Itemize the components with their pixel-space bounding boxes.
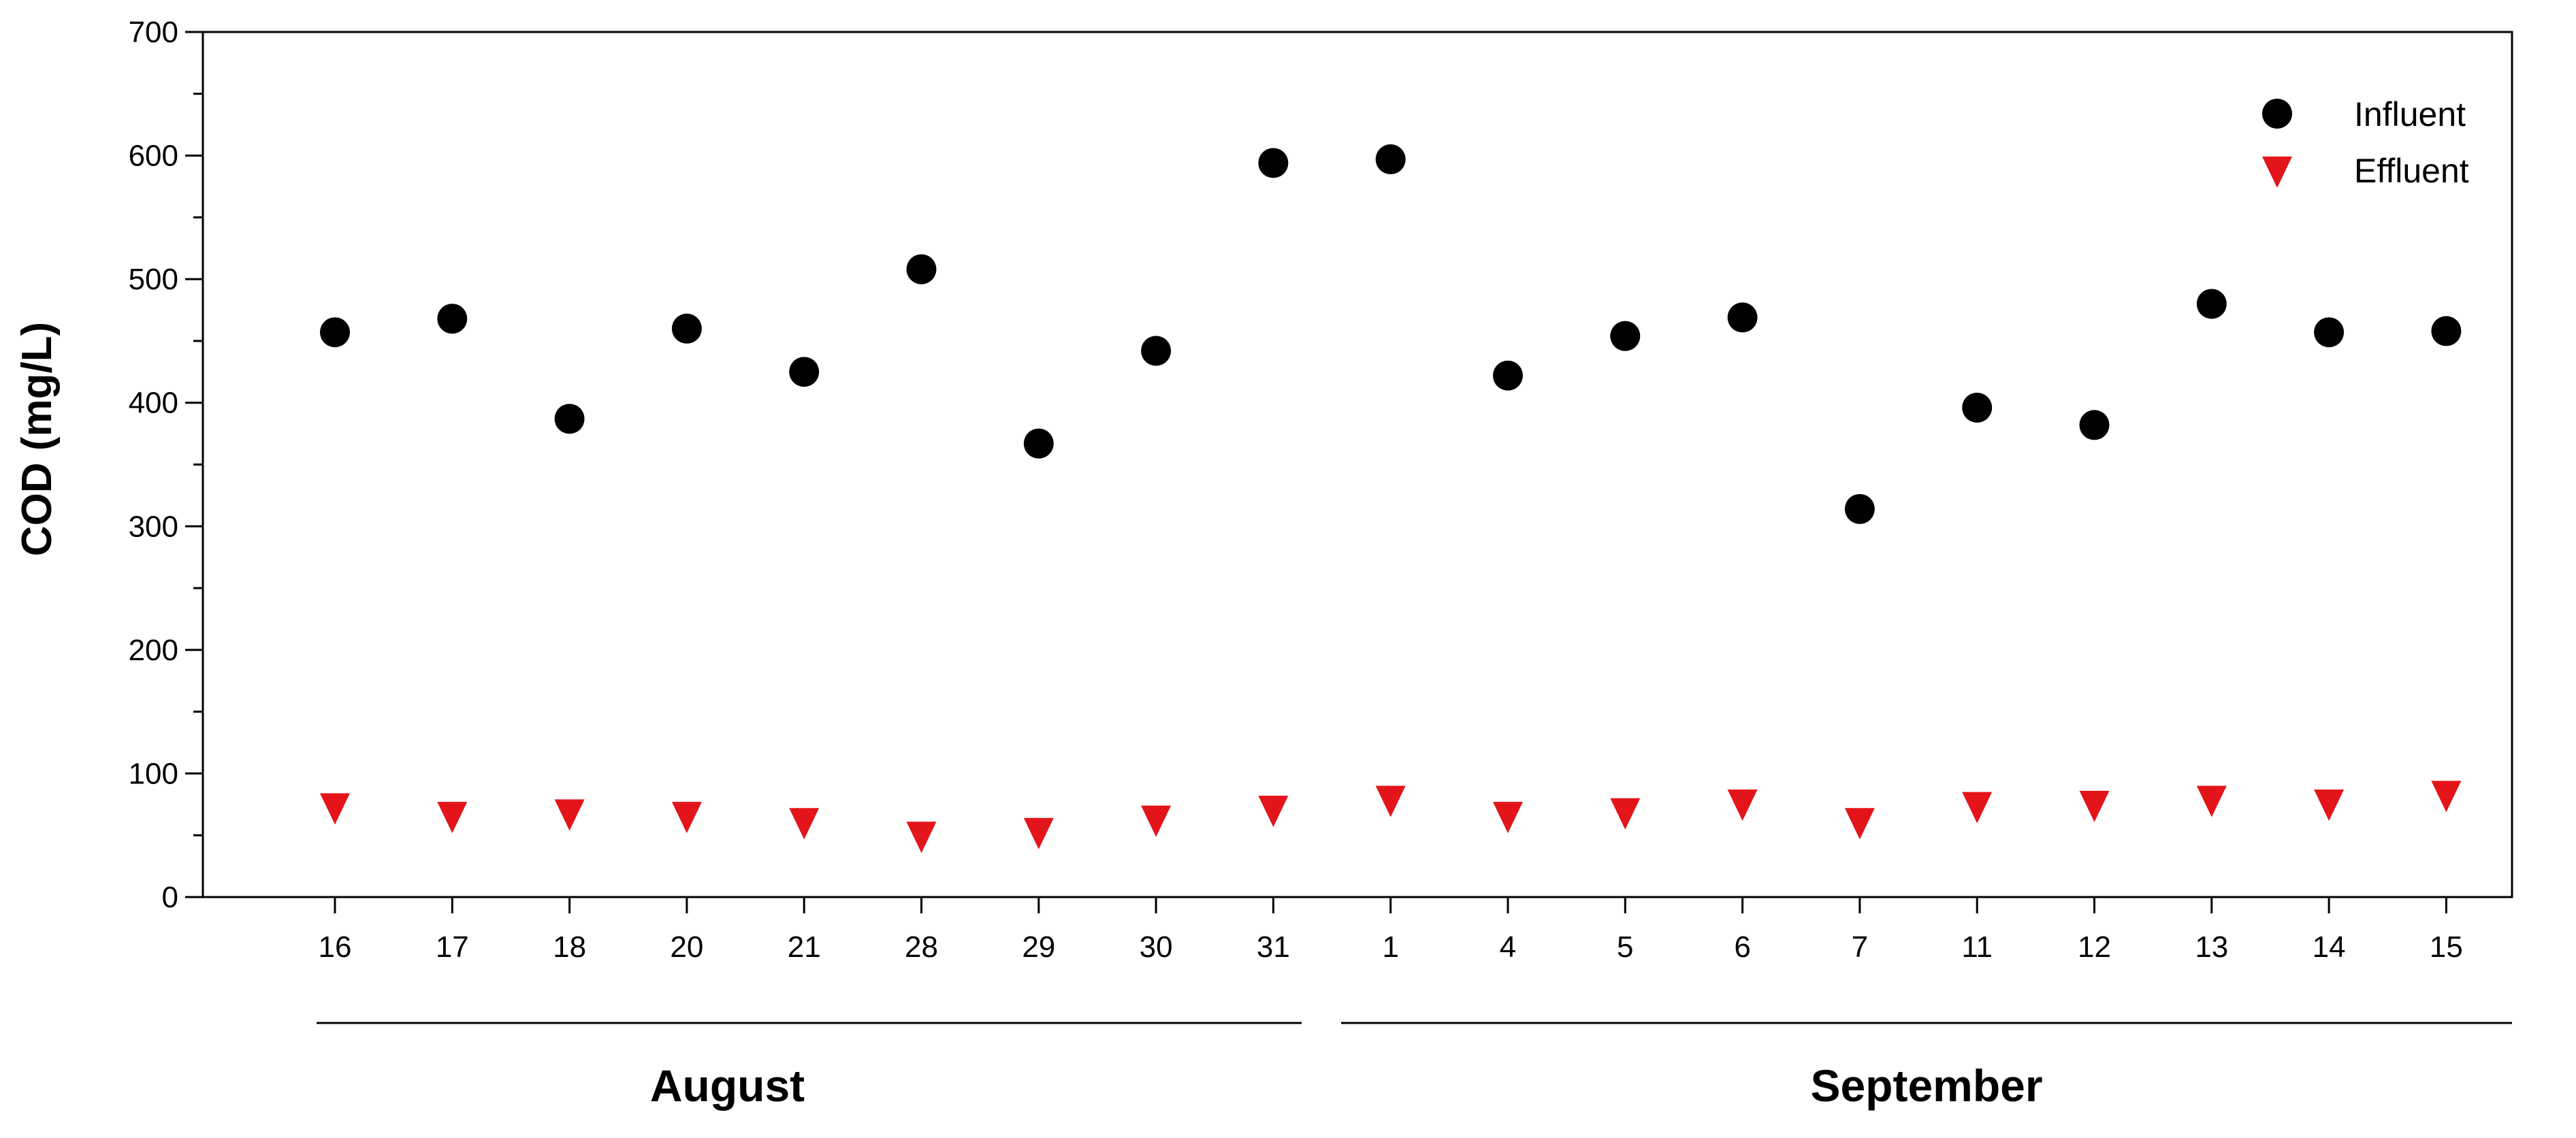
y-tick-label: 500	[129, 263, 178, 296]
point-influent	[437, 304, 468, 334]
point-influent	[1844, 493, 1875, 524]
point-effluent	[2314, 790, 2345, 822]
y-tick-label: 600	[129, 140, 178, 173]
x-tick-label: 6	[1734, 930, 1750, 964]
x-ticks-group: 16 17 18 20 21 28 29 30 31 1 4 5 6 7 11 12 13 14 15	[319, 897, 2463, 964]
plot-frame	[202, 31, 2513, 898]
point-effluent	[1493, 802, 1523, 834]
point-effluent	[906, 822, 937, 854]
y-ticks-group: 0 100 200 300 400 500 600 700	[129, 16, 203, 914]
y-tick-label: 100	[129, 757, 178, 790]
x-tick-label: 17	[436, 930, 469, 964]
y-tick-label: 700	[129, 16, 178, 49]
x-tick-label: 1	[1382, 930, 1398, 964]
month-groups: August September	[317, 1022, 2512, 1111]
point-influent	[2314, 317, 2345, 348]
x-tick-label: 15	[2430, 930, 2463, 964]
point-influent	[1258, 148, 1289, 178]
point-effluent	[789, 808, 820, 840]
point-influent	[1141, 336, 1172, 366]
point-effluent	[437, 802, 468, 834]
point-influent	[1023, 428, 1054, 459]
legend-label-effluent: Effluent	[2354, 152, 2469, 190]
x-tick-label: 7	[1852, 930, 1868, 964]
x-tick-label: 5	[1617, 930, 1633, 964]
point-influent	[789, 357, 820, 387]
x-tick-label: 14	[2313, 930, 2346, 964]
point-influent	[1727, 302, 1758, 333]
legend: Influent Effluent	[2262, 95, 2469, 190]
y-tick-label: 300	[129, 510, 178, 543]
point-effluent	[2431, 781, 2462, 813]
group-label-september: September	[1810, 1060, 2042, 1111]
series-influent	[320, 144, 2462, 524]
point-effluent	[2196, 785, 2227, 817]
point-effluent	[1023, 817, 1054, 849]
x-tick-label: 21	[788, 930, 821, 964]
x-tick-label: 12	[2078, 930, 2111, 964]
point-influent	[554, 404, 585, 434]
series-group	[320, 144, 2462, 854]
point-influent	[906, 254, 937, 284]
legend-marker-influent	[2262, 99, 2292, 129]
x-tick-label: 4	[1500, 930, 1516, 964]
point-influent	[2079, 410, 2110, 440]
y-tick-label: 400	[129, 387, 178, 420]
point-influent	[1493, 360, 1523, 391]
point-effluent	[554, 799, 585, 831]
legend-marker-effluent	[2262, 157, 2292, 188]
x-tick-label: 20	[670, 930, 703, 964]
point-influent	[1962, 392, 1993, 423]
x-tick-label: 16	[319, 930, 352, 964]
x-tick-label: 29	[1022, 930, 1055, 964]
point-effluent	[1844, 808, 1875, 840]
point-effluent	[1141, 805, 1172, 837]
x-tick-label: 11	[1961, 930, 1993, 964]
x-tick-label: 13	[2195, 930, 2228, 964]
point-influent	[1375, 144, 1406, 175]
point-influent	[1610, 321, 1641, 351]
group-label-august: August	[650, 1060, 805, 1111]
y-axis-title: COD (mg/L)	[14, 322, 61, 556]
x-tick-label: 18	[553, 930, 586, 964]
x-tick-label: 30	[1140, 930, 1173, 964]
point-effluent	[1727, 790, 1758, 822]
point-influent	[2431, 316, 2462, 346]
point-influent	[320, 317, 350, 348]
point-effluent	[1258, 796, 1289, 828]
point-influent	[671, 313, 702, 344]
point-effluent	[320, 793, 350, 825]
point-effluent	[1375, 785, 1406, 817]
point-effluent	[1610, 798, 1641, 830]
y-tick-label: 0	[162, 881, 178, 914]
point-effluent	[671, 802, 702, 834]
point-influent	[2196, 289, 2227, 319]
point-effluent	[1962, 792, 1993, 824]
x-tick-label: 28	[905, 930, 938, 964]
series-effluent	[320, 781, 2462, 854]
point-effluent	[2079, 790, 2110, 822]
y-tick-label: 200	[129, 634, 178, 667]
axes-group	[202, 31, 2513, 898]
x-tick-label: 31	[1257, 930, 1290, 964]
legend-label-influent: Influent	[2354, 95, 2466, 133]
